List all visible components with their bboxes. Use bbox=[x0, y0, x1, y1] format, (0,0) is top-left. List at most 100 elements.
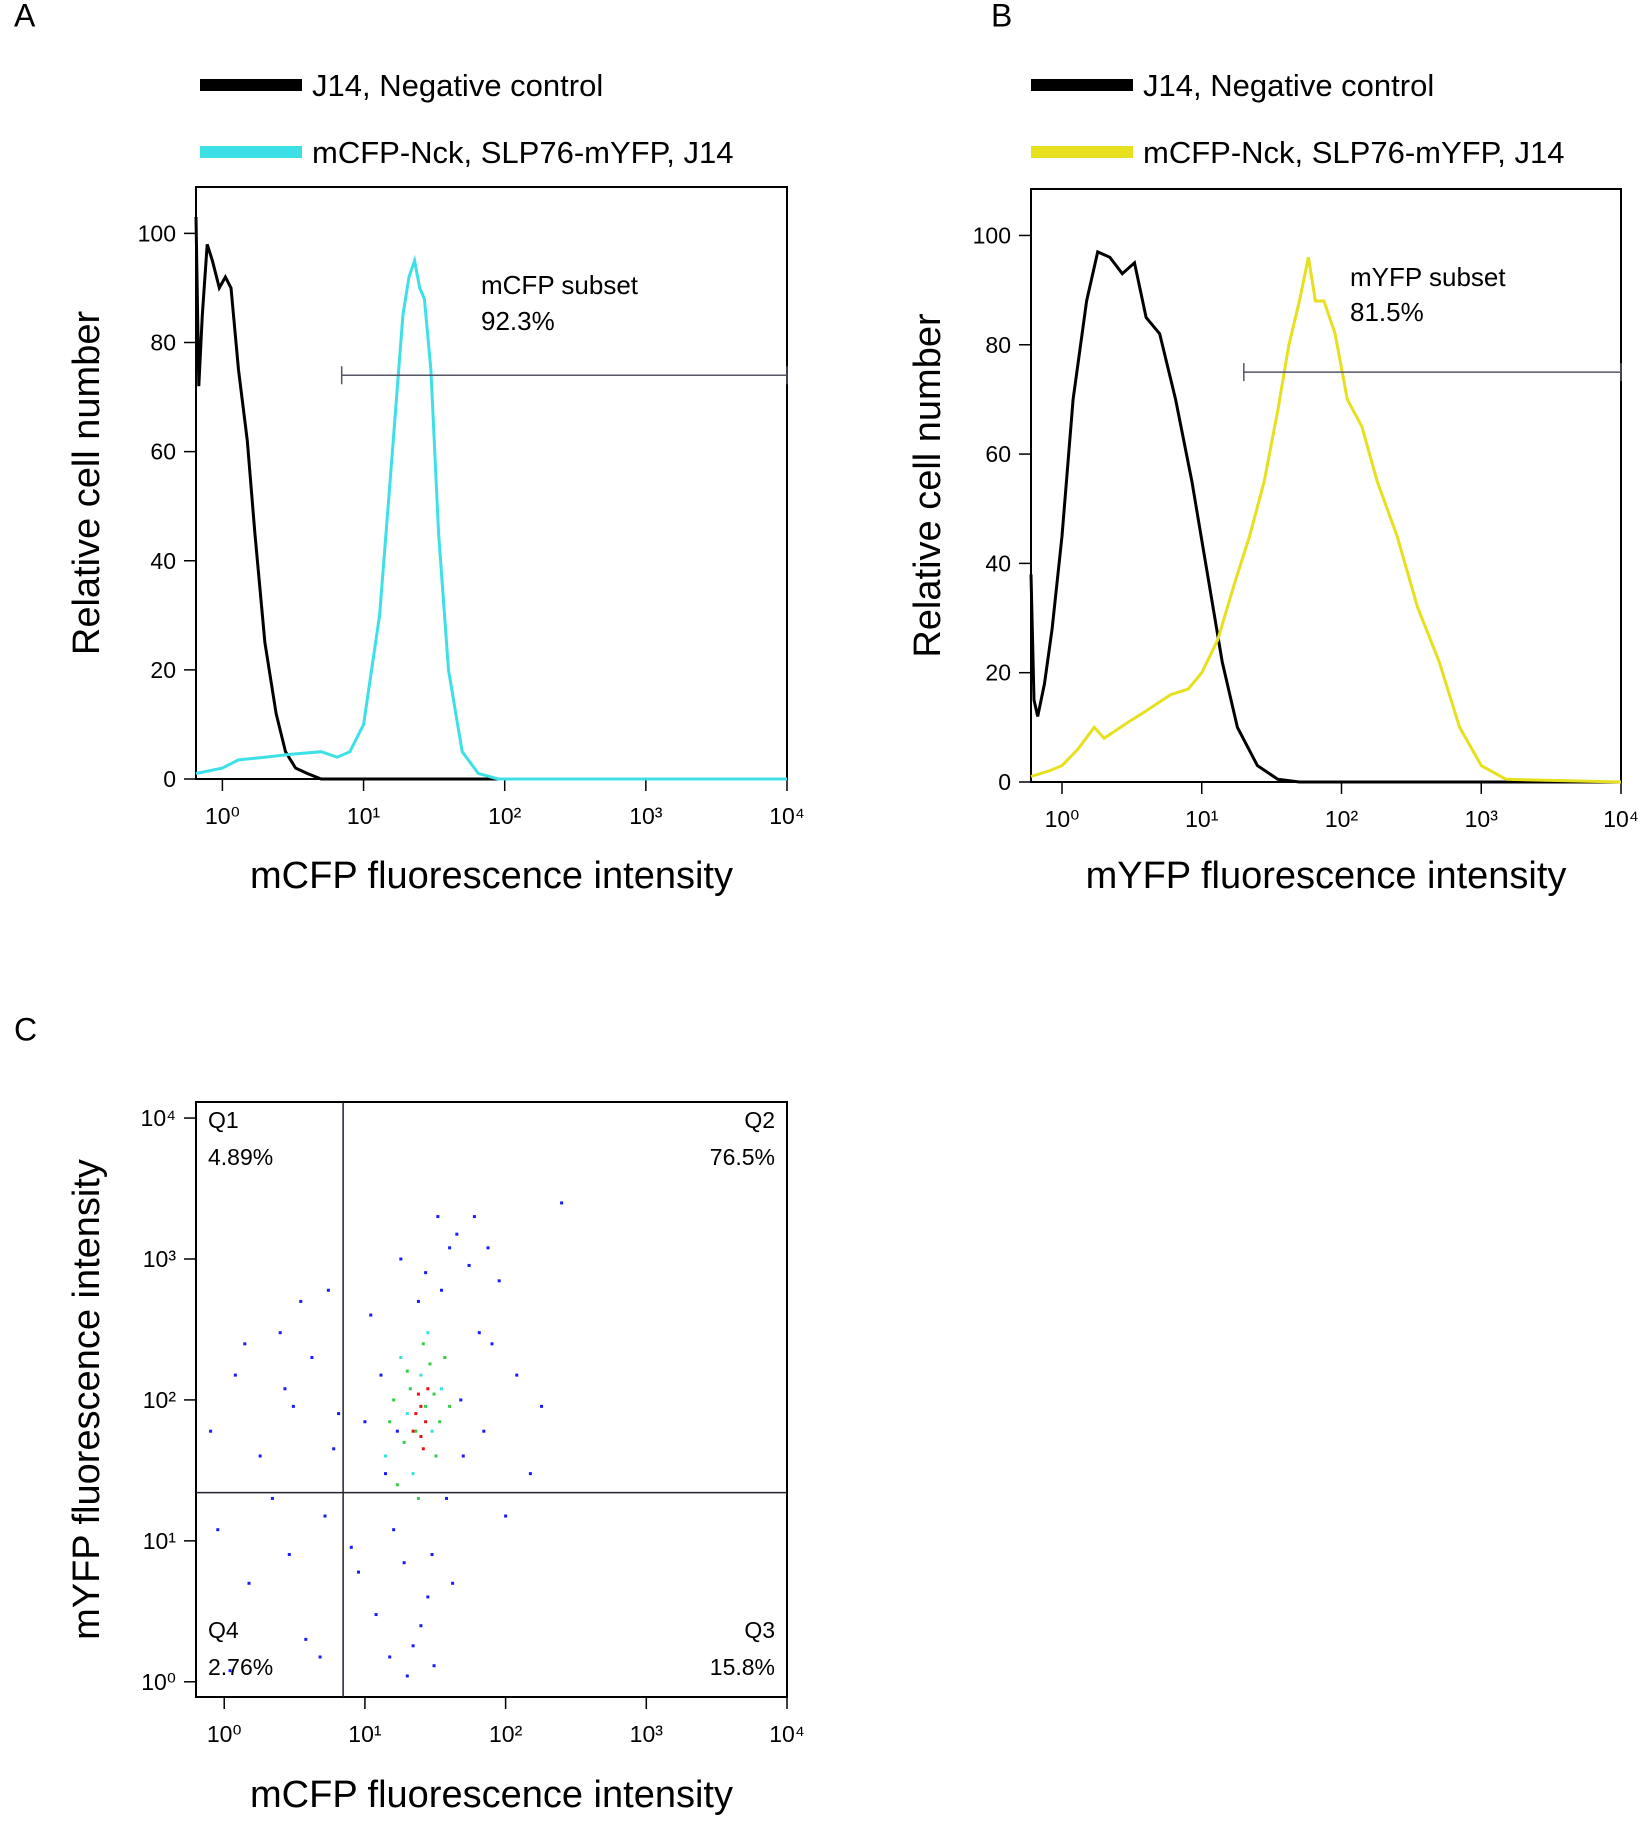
scatter-point bbox=[490, 1342, 494, 1346]
scatter-point bbox=[430, 1429, 434, 1433]
scatter-point bbox=[399, 1257, 403, 1261]
scatter-point bbox=[388, 1655, 392, 1659]
scatter-point bbox=[560, 1201, 564, 1205]
scatter-point bbox=[411, 1429, 415, 1433]
scatter-point bbox=[395, 1483, 399, 1487]
x-tick-label: 10⁴ bbox=[1603, 806, 1638, 832]
legend-label: J14, Negative control bbox=[1143, 68, 1434, 103]
x-tick-label: 10⁰ bbox=[205, 803, 240, 829]
y-axis-label: Relative cell number bbox=[907, 313, 949, 658]
gate-annotation: 81.5% bbox=[1350, 297, 1424, 327]
scatter-point bbox=[283, 1387, 287, 1391]
scatter-point bbox=[432, 1664, 436, 1668]
scatter-point bbox=[349, 1545, 353, 1549]
scatter-point bbox=[363, 1420, 367, 1424]
scatter-point bbox=[416, 1299, 420, 1303]
x-tick-label: 10⁴ bbox=[769, 803, 804, 829]
gate-annotation: 92.3% bbox=[481, 306, 555, 336]
scatter-point bbox=[426, 1331, 430, 1335]
scatter-point bbox=[326, 1288, 330, 1292]
scatter-point bbox=[434, 1454, 438, 1458]
panel-label: B bbox=[991, 0, 1012, 33]
scatter-point bbox=[416, 1496, 420, 1500]
y-tick-label: 80 bbox=[150, 330, 176, 356]
y-tick-label: 0 bbox=[163, 766, 176, 792]
scatter-point bbox=[369, 1313, 373, 1317]
panel-label: C bbox=[14, 1011, 37, 1047]
scatter-point bbox=[402, 1561, 406, 1565]
scatter-point bbox=[318, 1655, 322, 1659]
scatter-point bbox=[323, 1514, 327, 1518]
scatter-point bbox=[243, 1342, 247, 1346]
scatter-point bbox=[388, 1420, 392, 1424]
scatter-point bbox=[448, 1246, 452, 1250]
x-tick-label: 10³ bbox=[1465, 806, 1499, 832]
scatter-point bbox=[291, 1404, 295, 1408]
plot-frame bbox=[1030, 188, 1622, 783]
y-tick-label: 10¹ bbox=[143, 1528, 177, 1554]
legend-label: mCFP-Nck, SLP76-mYFP, J14 bbox=[1143, 135, 1564, 170]
scatter-point bbox=[337, 1412, 341, 1416]
scatter-point bbox=[482, 1429, 486, 1433]
histogram-line bbox=[195, 254, 787, 781]
gate-annotation: mCFP subset bbox=[481, 270, 639, 300]
scatter-point bbox=[411, 1644, 415, 1648]
x-tick-label: 10¹ bbox=[347, 803, 381, 829]
x-axis-label: mYFP fluorescence intensity bbox=[1086, 855, 1567, 897]
legend-label: mCFP-Nck, SLP76-mYFP, J14 bbox=[312, 135, 733, 170]
y-tick-label: 60 bbox=[985, 441, 1011, 467]
scatter-point bbox=[459, 1398, 463, 1402]
scatter-point bbox=[411, 1472, 415, 1476]
x-tick-label: 10² bbox=[488, 803, 522, 829]
scatter-point bbox=[432, 1392, 436, 1396]
y-tick-label: 10² bbox=[143, 1387, 177, 1413]
scatter-point bbox=[287, 1553, 291, 1557]
scatter-point bbox=[416, 1392, 420, 1396]
y-tick-label: 40 bbox=[985, 550, 1011, 576]
quadrant-label: 4.89% bbox=[208, 1144, 273, 1170]
scatter-point bbox=[528, 1472, 532, 1476]
scatter-point bbox=[439, 1288, 443, 1292]
scatter-point bbox=[419, 1624, 423, 1628]
scatter-point bbox=[424, 1404, 428, 1408]
scatter-point bbox=[461, 1454, 465, 1458]
scatter-point bbox=[419, 1404, 423, 1408]
y-tick-label: 60 bbox=[150, 439, 176, 465]
scatter-point bbox=[419, 1373, 423, 1377]
scatter-point bbox=[374, 1613, 378, 1617]
scatter-point bbox=[472, 1215, 476, 1219]
plot-frame bbox=[195, 1101, 788, 1698]
y-tick-label: 10³ bbox=[143, 1246, 177, 1272]
y-tick-label: 20 bbox=[150, 657, 176, 683]
scatter-point bbox=[209, 1429, 213, 1433]
scatter-point bbox=[405, 1674, 409, 1678]
scatter-point bbox=[270, 1496, 274, 1500]
scatter-point bbox=[455, 1232, 459, 1236]
y-tick-label: 80 bbox=[985, 332, 1011, 358]
y-tick-label: 0 bbox=[998, 769, 1011, 795]
scatter-point bbox=[430, 1553, 434, 1557]
scatter-point bbox=[504, 1514, 508, 1518]
scatter-point bbox=[304, 1637, 308, 1641]
scatter-point bbox=[451, 1581, 455, 1585]
scatter-point bbox=[383, 1472, 387, 1476]
scatter-point bbox=[395, 1429, 399, 1433]
scatter-point bbox=[436, 1215, 440, 1219]
scatter-point bbox=[424, 1271, 428, 1275]
legend-label: J14, Negative control bbox=[312, 68, 603, 103]
scatter-point bbox=[392, 1398, 396, 1402]
scatter-point bbox=[448, 1404, 452, 1408]
quadrant-label: 76.5% bbox=[710, 1144, 775, 1170]
x-tick-label: 10³ bbox=[630, 1721, 664, 1747]
y-axis-label: mYFP fluorescence intensity bbox=[66, 1159, 108, 1640]
scatter-point bbox=[405, 1412, 409, 1416]
y-tick-label: 10⁰ bbox=[141, 1669, 176, 1695]
scatter-point bbox=[408, 1387, 412, 1391]
scatter-point bbox=[310, 1356, 314, 1360]
panel-label: A bbox=[14, 0, 36, 33]
quadrant-label: Q1 bbox=[208, 1107, 239, 1133]
scatter-point bbox=[438, 1420, 442, 1424]
x-axis-label: mCFP fluorescence intensity bbox=[250, 855, 733, 897]
scatter-point bbox=[439, 1387, 443, 1391]
